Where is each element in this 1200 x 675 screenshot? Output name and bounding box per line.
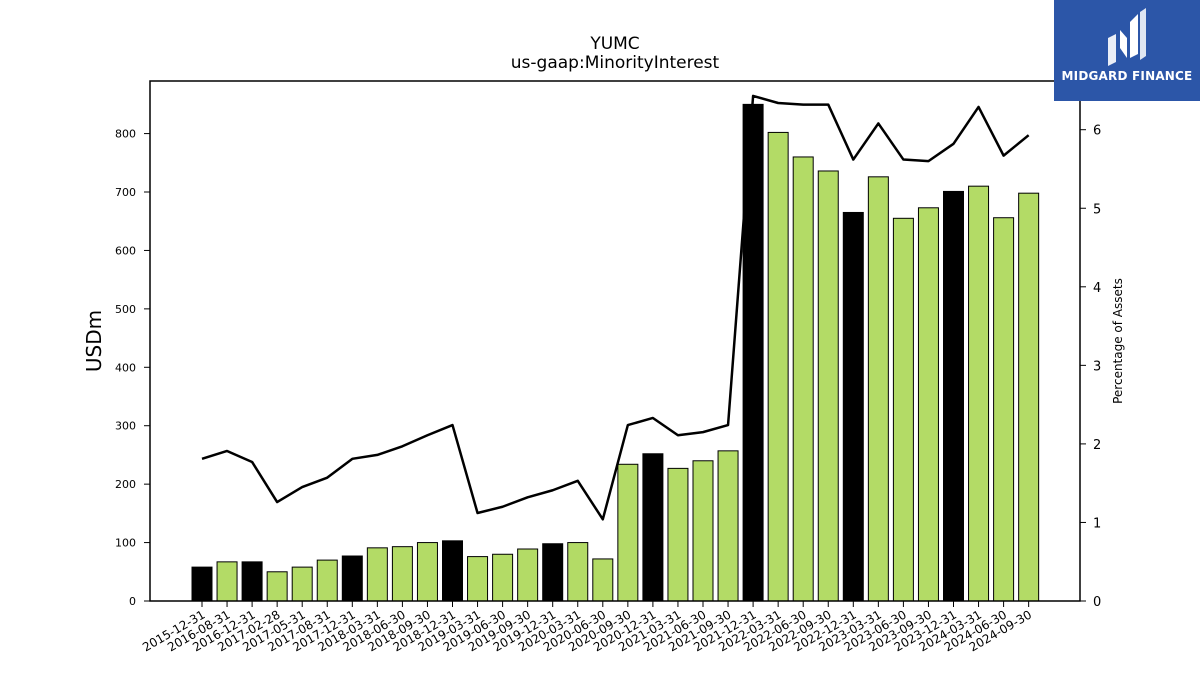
line-series	[201, 94, 1030, 521]
bar	[391, 546, 413, 602]
bar	[892, 217, 914, 602]
y-right-tick-label: 5	[1093, 202, 1101, 217]
bar	[191, 566, 213, 602]
y-tick-label: 300	[115, 420, 136, 433]
chart-title: YUMC	[589, 34, 639, 54]
bar-series	[191, 103, 1040, 602]
bar	[842, 211, 864, 602]
y-axis-right-label: Percentage of Assets	[1111, 278, 1125, 404]
y-tick-label: 700	[115, 186, 136, 199]
y-tick-label: 800	[115, 128, 136, 141]
y-tick-label: 200	[115, 478, 136, 491]
percentage-line	[201, 94, 1030, 521]
bar	[617, 463, 639, 602]
y-tick-label: 600	[115, 244, 136, 257]
bar	[792, 156, 814, 602]
bar	[542, 543, 564, 602]
bar	[592, 558, 614, 602]
x-axis: 2015-12-312016-08-312016-12-312017-02-28…	[140, 601, 1034, 654]
bar	[642, 453, 664, 602]
bar	[467, 556, 489, 602]
bar	[341, 555, 363, 602]
y-right-tick-label: 4	[1093, 281, 1101, 296]
bar	[943, 190, 964, 602]
bar	[867, 176, 889, 602]
y-right-tick-label: 0	[1093, 595, 1101, 610]
bar	[767, 131, 789, 602]
bar	[692, 460, 714, 602]
y-axis-label: USDm	[82, 310, 106, 372]
midgard-m-logo-icon	[1108, 8, 1146, 66]
bar	[717, 450, 739, 602]
bar	[416, 542, 438, 602]
y-tick-label: 400	[115, 361, 136, 374]
bar	[266, 571, 288, 602]
bar	[517, 548, 539, 602]
bar	[442, 540, 463, 602]
y-right-tick-label: 2	[1093, 438, 1101, 453]
bar	[316, 559, 338, 602]
bar	[667, 467, 689, 602]
bar	[291, 566, 313, 602]
y-axis-left: 0 100 200 300 400 500 600 700 800	[115, 128, 150, 608]
y-tick-label: 500	[115, 303, 136, 316]
plot-frame	[149, 80, 1081, 602]
bar	[993, 217, 1015, 602]
bar	[241, 561, 263, 602]
brand-logo: MIDGARD FINANCE	[1054, 0, 1200, 101]
bar	[366, 547, 388, 602]
bar	[968, 185, 990, 602]
bar	[1018, 192, 1040, 602]
bar	[567, 542, 589, 602]
bar	[817, 170, 839, 602]
bar	[492, 553, 514, 602]
y-tick-label: 0	[129, 595, 136, 608]
chart-subtitle: us-gaap:MinorityInterest	[511, 53, 720, 73]
y-right-tick-label: 3	[1093, 359, 1101, 374]
bar	[917, 207, 939, 602]
bar	[216, 561, 238, 602]
y-right-tick-label: 6	[1093, 124, 1101, 139]
brand-name: MIDGARD FINANCE	[1061, 69, 1193, 83]
y-tick-label: 100	[115, 537, 136, 550]
y-right-tick-label: 1	[1093, 516, 1101, 531]
y-axis-right: 0 1 2 3 4 5 6	[1080, 124, 1101, 610]
